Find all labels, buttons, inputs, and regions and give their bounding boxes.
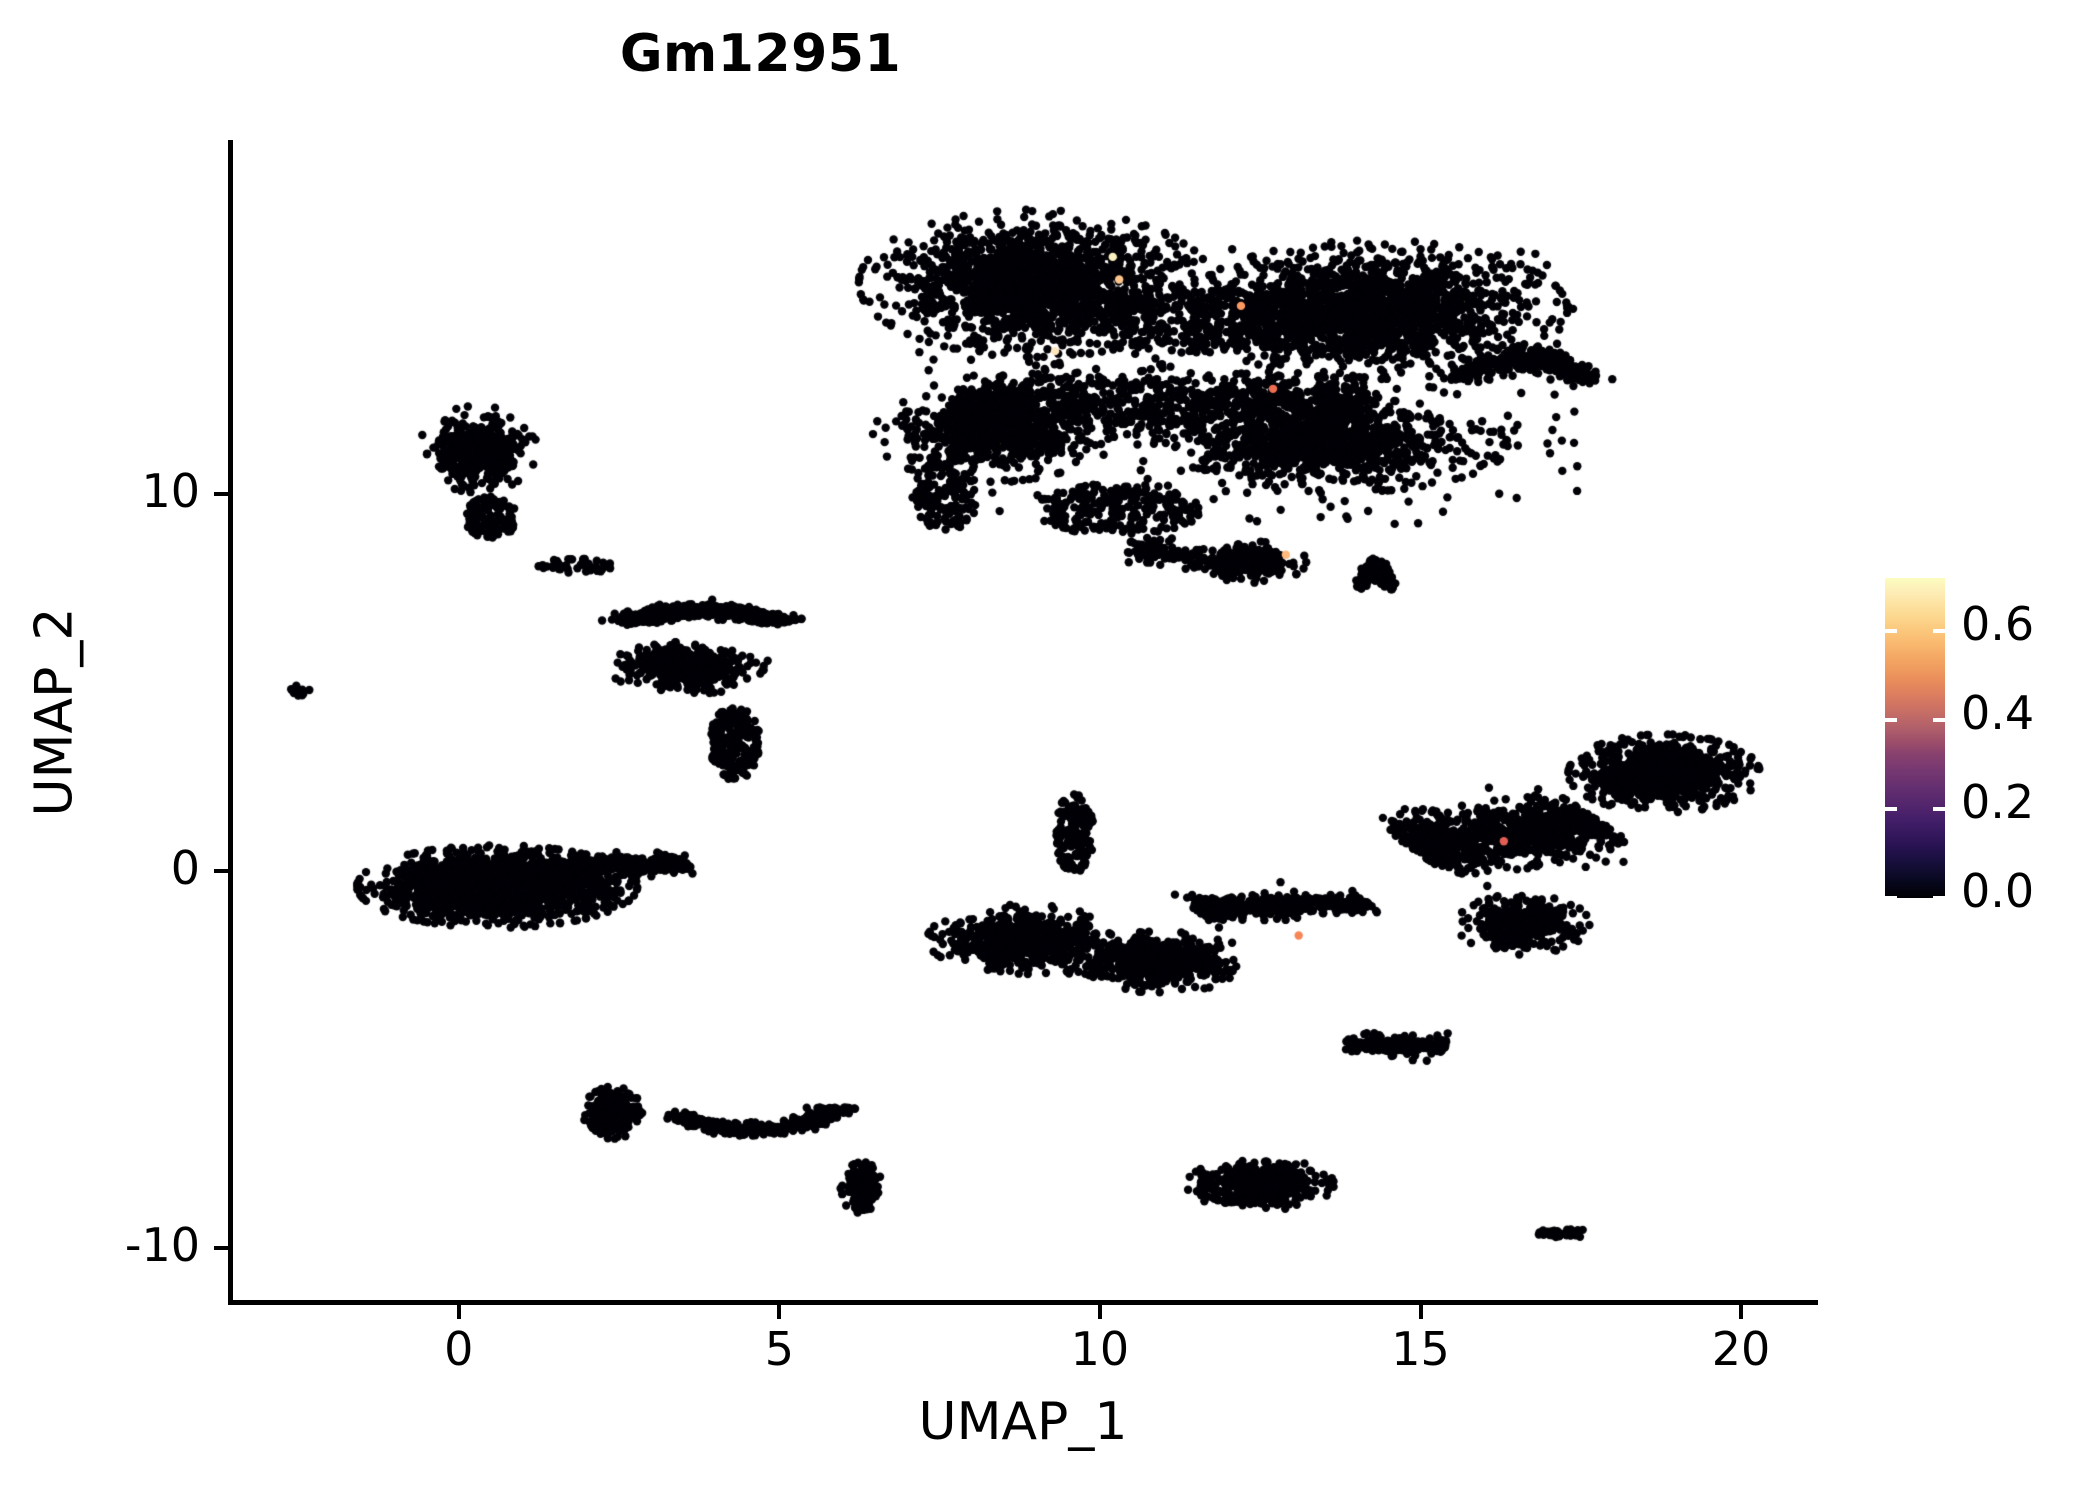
x-axis-label: UMAP_1 bbox=[918, 1392, 1128, 1452]
y-tick-mark bbox=[214, 492, 228, 497]
x-axis-spine bbox=[228, 1300, 1818, 1305]
colorbar-tick-label: 0.4 bbox=[1961, 686, 2035, 741]
x-tick-label: 15 bbox=[1391, 1322, 1450, 1376]
colorbar-gradient bbox=[1885, 578, 1945, 898]
x-tick-label: 0 bbox=[444, 1322, 474, 1376]
x-tick-mark bbox=[1097, 1305, 1102, 1319]
y-tick-mark bbox=[214, 1246, 228, 1251]
y-axis-label: UMAP_2 bbox=[24, 607, 85, 817]
y-axis-spine bbox=[228, 140, 233, 1305]
x-tick-label: 10 bbox=[1070, 1322, 1130, 1376]
x-tick-label: 20 bbox=[1711, 1322, 1771, 1376]
x-tick-mark bbox=[456, 1305, 461, 1319]
x-tick-mark bbox=[1739, 1305, 1744, 1319]
colorbar-tick-label: 0.2 bbox=[1961, 775, 2035, 830]
colorbar-tick-label: 0.0 bbox=[1961, 864, 2035, 918]
page-title: Gm12951 bbox=[619, 24, 902, 84]
scatter-plot-canvas bbox=[228, 140, 1818, 1305]
x-tick-label: 5 bbox=[764, 1322, 794, 1376]
x-tick-mark bbox=[1418, 1305, 1423, 1319]
colorbar: 0.6 0.4 0.2 0.0 bbox=[1885, 578, 2100, 914]
y-tick-label: -10 bbox=[124, 1218, 200, 1273]
colorbar-tick-label: 0.6 bbox=[1961, 597, 2035, 652]
plot-axes bbox=[228, 140, 1818, 1305]
y-tick-label: 0 bbox=[170, 841, 200, 896]
x-tick-mark bbox=[777, 1305, 782, 1319]
y-tick-label: 10 bbox=[141, 464, 200, 519]
y-tick-mark bbox=[214, 869, 228, 874]
